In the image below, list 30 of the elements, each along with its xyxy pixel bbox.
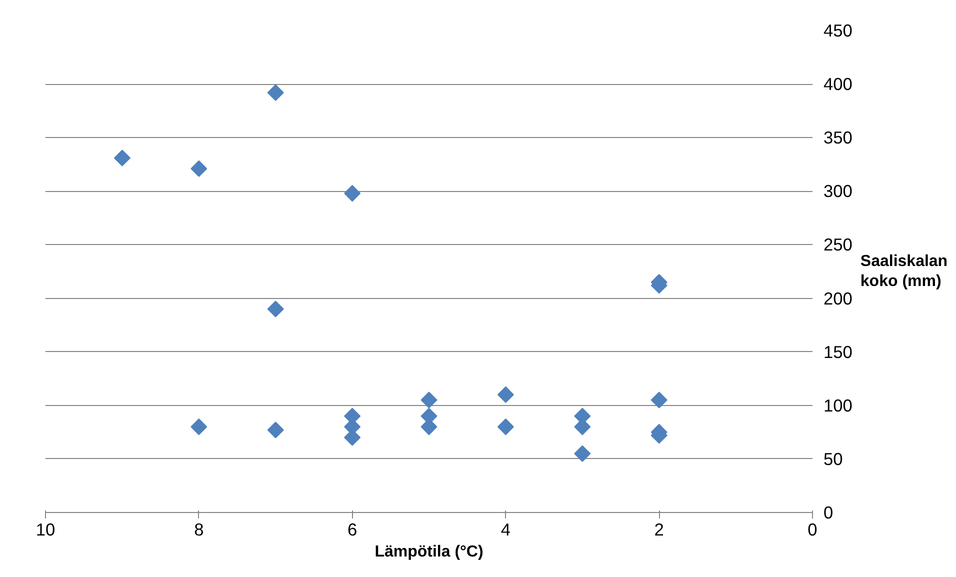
point [267,422,284,438]
point [114,150,130,166]
y-tick-label: 100 [824,395,852,416]
y-tick-label: 150 [824,342,852,362]
x-tick-label: 8 [194,520,204,540]
point [574,445,591,462]
x-tick-label: 4 [500,520,511,540]
point [267,300,284,318]
x-tick-label: 6 [347,520,358,540]
point [267,84,284,101]
y-axis-title: Saaliskalan koko (mm) [860,252,948,290]
point [190,160,208,177]
y-tick-label: 400 [824,74,852,94]
point [420,392,438,408]
x-tick-label: 10 [36,520,56,540]
x-tick-label: 2 [654,520,664,540]
y-tick-label: 300 [824,181,852,202]
y-tick-label: 450 [824,20,852,40]
point [344,185,361,202]
point [497,418,514,436]
point [190,418,208,436]
point [497,386,514,403]
x-axis-title: Lämpötila (°C) [374,544,484,560]
y-tick-label: 50 [824,448,843,469]
y-tick-label: 200 [824,288,852,308]
y-tick-label: 350 [824,128,852,148]
y-tick-label: 0 [824,502,834,522]
y-tick-label: 250 [824,234,852,255]
x-tick-label: 0 [808,520,818,540]
point [650,392,668,408]
